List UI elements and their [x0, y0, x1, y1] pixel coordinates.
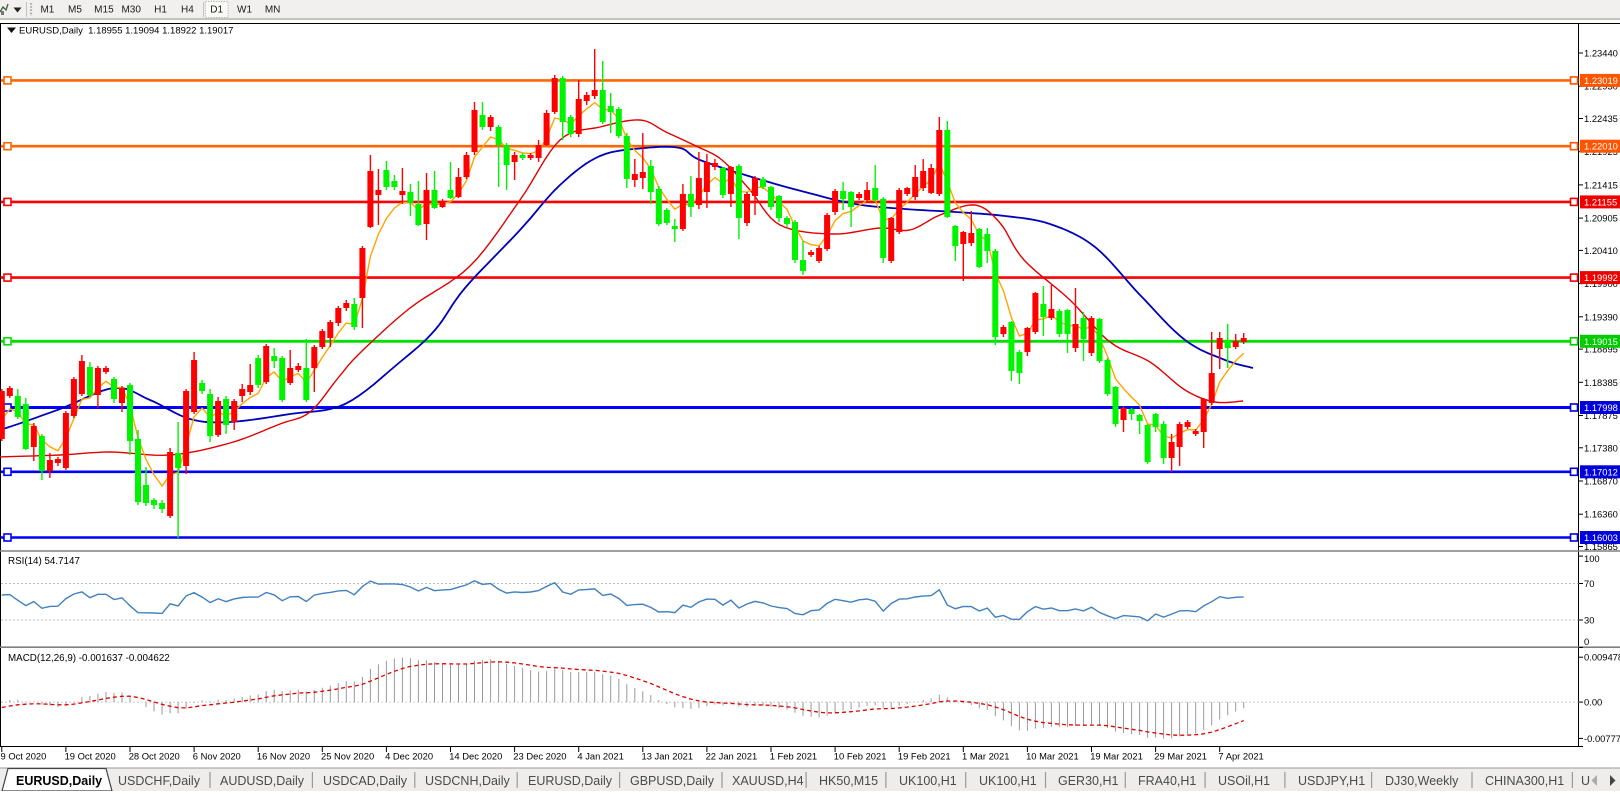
svg-text:FRA40,H1: FRA40,H1 — [1138, 774, 1196, 788]
svg-text:4 Dec 2020: 4 Dec 2020 — [385, 751, 433, 762]
svg-text:H4: H4 — [181, 5, 194, 16]
svg-text:M15: M15 — [94, 5, 114, 16]
svg-text:D1: D1 — [210, 5, 223, 16]
svg-text:1.18895: 1.18895 — [1584, 344, 1618, 355]
svg-text:XAUUSD,H4: XAUUSD,H4 — [732, 774, 804, 788]
svg-text:1.17998: 1.17998 — [1584, 402, 1618, 413]
svg-text:USDCHF,Daily: USDCHF,Daily — [118, 774, 201, 788]
svg-text:AUDUSD,Daily: AUDUSD,Daily — [220, 774, 305, 788]
svg-text:CHINA300,H1: CHINA300,H1 — [1485, 774, 1564, 788]
svg-text:1.17012: 1.17012 — [1584, 466, 1618, 477]
svg-text:1.17380: 1.17380 — [1584, 442, 1618, 453]
svg-text:10 Feb 2021: 10 Feb 2021 — [834, 751, 887, 762]
svg-text:1 Mar 2021: 1 Mar 2021 — [962, 751, 1009, 762]
svg-text:USOil,H1: USOil,H1 — [1218, 774, 1270, 788]
svg-text:30: 30 — [1584, 615, 1594, 626]
svg-text:DJ30,Weekly: DJ30,Weekly — [1385, 774, 1459, 788]
svg-text:6 Nov 2020: 6 Nov 2020 — [193, 751, 241, 762]
svg-text:7 Apr 2021: 7 Apr 2021 — [1218, 751, 1263, 762]
svg-text:1.19015: 1.19015 — [1584, 336, 1618, 347]
svg-text:0.00: 0.00 — [1584, 697, 1602, 708]
svg-text:0.009478: 0.009478 — [1584, 652, 1620, 663]
svg-text:1.22435: 1.22435 — [1584, 113, 1618, 124]
svg-text:25 Nov 2020: 25 Nov 2020 — [321, 751, 374, 762]
svg-text:USDJPY,H1: USDJPY,H1 — [1298, 774, 1365, 788]
svg-text:1.22010: 1.22010 — [1584, 141, 1618, 152]
svg-text:1.23440: 1.23440 — [1584, 48, 1618, 59]
svg-text:1.19992: 1.19992 — [1584, 272, 1618, 283]
svg-text:U: U — [1581, 774, 1590, 788]
svg-text:1.16360: 1.16360 — [1584, 509, 1618, 520]
svg-text:29 Mar 2021: 29 Mar 2021 — [1154, 751, 1207, 762]
svg-text:MACD(12,26,9) -0.001637 -0.004: MACD(12,26,9) -0.001637 -0.004622 — [8, 653, 170, 664]
svg-text:4 Jan 2021: 4 Jan 2021 — [577, 751, 623, 762]
svg-text:EURUSD,Daily: EURUSD,Daily — [528, 774, 613, 788]
svg-text:23 Dec 2020: 23 Dec 2020 — [513, 751, 566, 762]
svg-text:1.18385: 1.18385 — [1584, 377, 1618, 388]
svg-text:0: 0 — [1584, 636, 1589, 647]
svg-text:14 Dec 2020: 14 Dec 2020 — [449, 751, 502, 762]
svg-text:22 Jan 2021: 22 Jan 2021 — [706, 751, 758, 762]
svg-text:19 Feb 2021: 19 Feb 2021 — [898, 751, 951, 762]
svg-text:13 Jan 2021: 13 Jan 2021 — [642, 751, 694, 762]
svg-text:M1: M1 — [40, 5, 54, 16]
svg-text:1.23019: 1.23019 — [1584, 75, 1618, 86]
svg-text:USDCNH,Daily: USDCNH,Daily — [425, 774, 510, 788]
svg-text:-0.007778: -0.007778 — [1584, 733, 1620, 744]
svg-text:EURUSD,Daily: EURUSD,Daily — [16, 774, 102, 788]
svg-text:1.17875: 1.17875 — [1584, 410, 1618, 421]
svg-text:H1: H1 — [154, 5, 167, 16]
svg-text:9 Oct 2020: 9 Oct 2020 — [1, 751, 47, 762]
svg-text:1 Feb 2021: 1 Feb 2021 — [770, 751, 817, 762]
svg-text:28 Oct 2020: 28 Oct 2020 — [129, 751, 180, 762]
svg-text:100: 100 — [1584, 553, 1600, 564]
svg-text:EURUSD,Daily 1.18955 1.19094: EURUSD,Daily 1.18955 1.19094 1.18922 1.1… — [19, 26, 233, 37]
svg-text:UK100,H1: UK100,H1 — [899, 774, 957, 788]
svg-text:UK100,H1: UK100,H1 — [979, 774, 1037, 788]
svg-text:1.19390: 1.19390 — [1584, 311, 1618, 322]
svg-text:1.20410: 1.20410 — [1584, 245, 1618, 256]
svg-text:1.20905: 1.20905 — [1584, 213, 1618, 224]
svg-text:GER30,H1: GER30,H1 — [1058, 774, 1118, 788]
svg-text:1.21155: 1.21155 — [1584, 196, 1617, 207]
svg-text:USDCAD,Daily: USDCAD,Daily — [323, 774, 408, 788]
svg-text:1.21415: 1.21415 — [1584, 179, 1618, 190]
svg-text:HK50,M15: HK50,M15 — [819, 774, 878, 788]
svg-text:M5: M5 — [68, 5, 82, 16]
svg-text:1.16003: 1.16003 — [1584, 532, 1618, 543]
svg-text:19 Mar 2021: 19 Mar 2021 — [1090, 751, 1143, 762]
svg-text:GBPUSD,Daily: GBPUSD,Daily — [630, 774, 715, 788]
svg-text:70: 70 — [1584, 578, 1594, 589]
svg-text:MN: MN — [265, 5, 281, 16]
svg-text:19 Oct 2020: 19 Oct 2020 — [65, 751, 116, 762]
svg-text:M30: M30 — [121, 5, 141, 16]
svg-text:16 Nov 2020: 16 Nov 2020 — [257, 751, 310, 762]
svg-text:10 Mar 2021: 10 Mar 2021 — [1026, 751, 1079, 762]
svg-text:W1: W1 — [237, 5, 252, 16]
svg-text:RSI(14) 54.7147: RSI(14) 54.7147 — [8, 556, 80, 567]
svg-text:1.15865: 1.15865 — [1584, 541, 1618, 552]
svg-text:1.16870: 1.16870 — [1584, 476, 1618, 487]
